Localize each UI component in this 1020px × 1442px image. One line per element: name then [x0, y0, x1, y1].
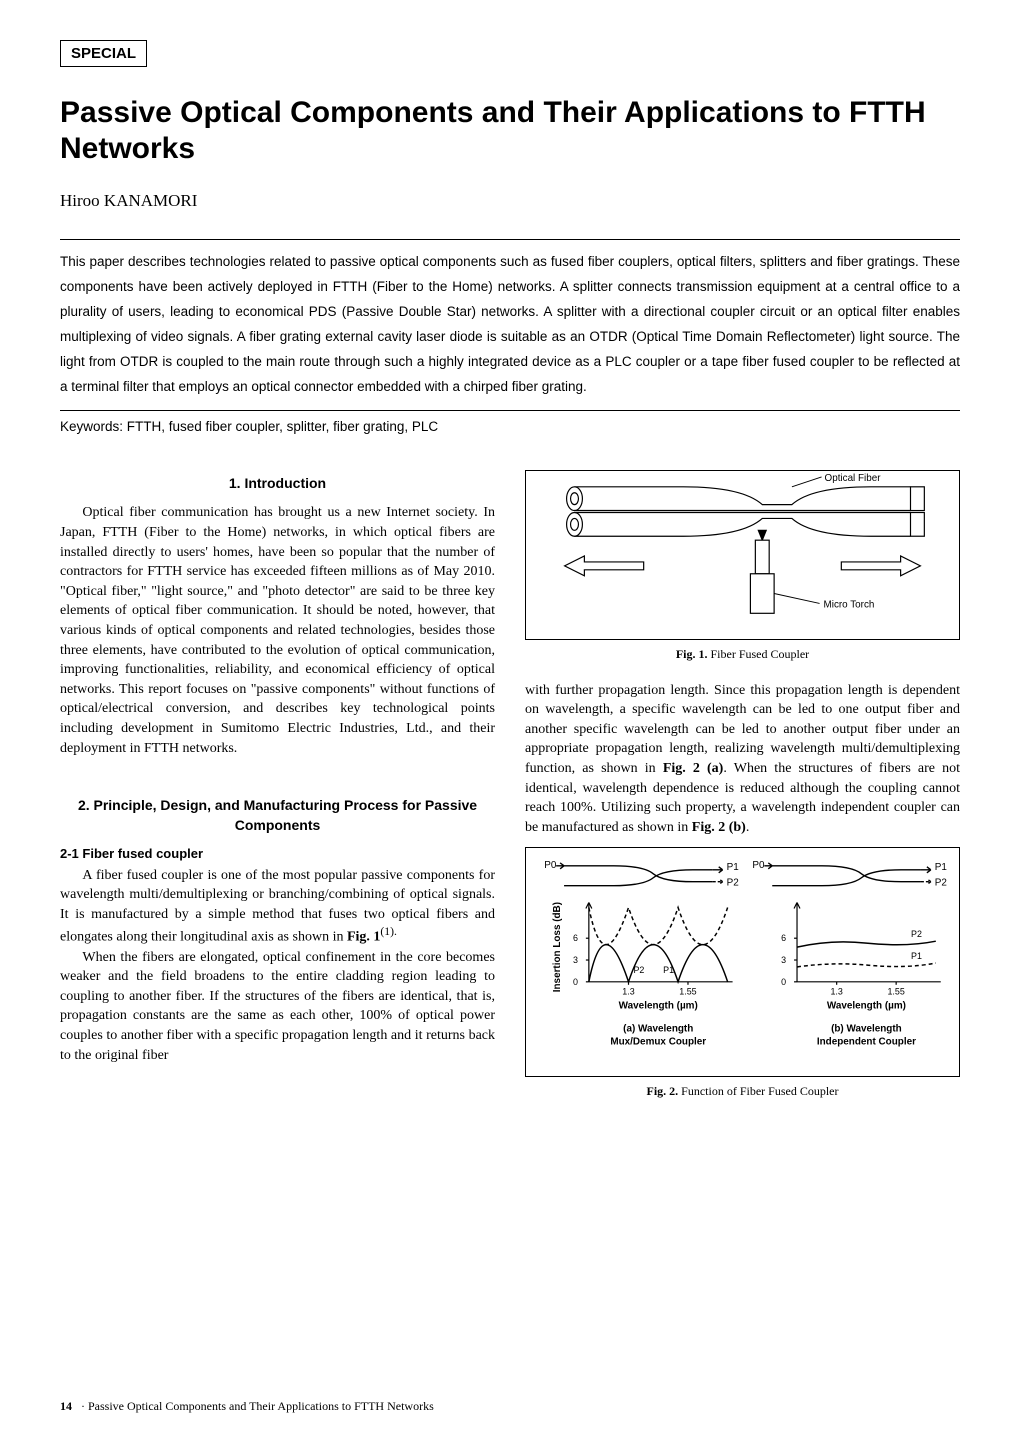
- section2-title: 2. Principle, Design, and Manufacturing …: [60, 796, 495, 835]
- running-title: Passive Optical Components and Their App…: [88, 1399, 434, 1413]
- fig1-caption-label: Fig. 1.: [676, 647, 708, 661]
- subsection21-para2: When the fibers are elongated, optical c…: [60, 948, 495, 1066]
- fig2-caption: Fig. 2. Function of Fiber Fused Coupler: [525, 1083, 960, 1100]
- fig2b-series-p1: P1: [911, 951, 922, 961]
- fig2b-series-p2: P2: [911, 930, 922, 940]
- fig2a-sub2: Mux/Demux Coupler: [610, 1037, 706, 1048]
- body-columns: 1. Introduction Optical fiber communicat…: [60, 470, 960, 1100]
- fig2a-y0: 0: [573, 977, 578, 987]
- cite-1: (1).: [380, 925, 397, 938]
- fig2a-sub1: (a) Wavelength: [623, 1024, 693, 1035]
- fig2b-y0: 0: [781, 977, 786, 987]
- subsection21-para1: A fiber fused coupler is one of the most…: [60, 866, 495, 948]
- fig2a-p2: P2: [727, 878, 740, 889]
- fig2b-p0: P0: [752, 860, 765, 871]
- section1-para: Optical fiber communication has brought …: [60, 503, 495, 758]
- special-tag: SPECIAL: [60, 40, 147, 67]
- fig1-caption: Fig. 1. Fiber Fused Coupler: [525, 646, 960, 663]
- fig2b-y1: 3: [781, 955, 786, 965]
- fig2a-series-p2: P2: [633, 965, 644, 975]
- author-surname: KANAMORI: [104, 191, 198, 210]
- footer-sep: ·: [78, 1399, 88, 1413]
- footer: 14 · Passive Optical Components and Thei…: [60, 1399, 434, 1414]
- fig2a-p0: P0: [544, 860, 557, 871]
- keywords-line: Keywords: FTTH, fused fiber coupler, spl…: [60, 411, 960, 434]
- fig2b-p2: P2: [935, 878, 948, 889]
- fig2b-sub1: (b) Wavelength: [831, 1024, 902, 1035]
- fig2-svg: P0 P1 P2 P2: [526, 848, 959, 1076]
- fig1-svg: Optical Fiber Micro Torch: [526, 471, 959, 639]
- paper-title: Passive Optical Components and Their App…: [60, 95, 960, 167]
- author-first: Hiroo: [60, 191, 104, 210]
- fig2a-ylabel: Insertion Loss (dB): [552, 902, 563, 992]
- fig2a-p1: P1: [727, 862, 740, 873]
- abstract-text: This paper describes technologies relate…: [60, 240, 960, 410]
- author-line: Hiroo KANAMORI: [60, 191, 960, 211]
- figure-2: P0 P1 P2 P2: [525, 847, 960, 1077]
- fig1-label-torch: Micro Torch: [824, 599, 875, 610]
- fig2b-ref: Fig. 2 (b): [692, 820, 746, 835]
- fig2a-xlabel: Wavelength (µm): [619, 1001, 698, 1012]
- right-column: Optical Fiber Micro Torch Fig. 1. Fiber …: [525, 470, 960, 1100]
- left-column: 1. Introduction Optical fiber communicat…: [60, 470, 495, 1100]
- para1-text-a: A fiber fused coupler is one of the most…: [60, 868, 495, 945]
- fig2b-x0: 1.3: [830, 987, 842, 997]
- fig2a-series-p1: P1: [663, 965, 674, 975]
- page-number: 14: [60, 1399, 72, 1413]
- fig2b-x1: 1.55: [887, 987, 904, 997]
- fig1-ref: Fig. 1: [347, 930, 380, 945]
- figure-1: Optical Fiber Micro Torch: [525, 470, 960, 640]
- fig2a-y2: 6: [573, 934, 578, 944]
- fig2-caption-label: Fig. 2.: [647, 1084, 679, 1098]
- subsection21-title: 2-1 Fiber fused coupler: [60, 845, 495, 863]
- fig1-label-fiber: Optical Fiber: [825, 473, 882, 484]
- fig2b-p1: P1: [935, 862, 948, 873]
- fig2b-y2: 6: [781, 934, 786, 944]
- col2-para1: with further propagation length. Since t…: [525, 681, 960, 838]
- fig2a-x0: 1.3: [622, 987, 634, 997]
- fig1-caption-text: Fiber Fused Coupler: [708, 647, 810, 661]
- fig2a-y1: 3: [573, 955, 578, 965]
- fig2b-sub2: Independent Coupler: [817, 1037, 916, 1048]
- col2-text-c: .: [746, 820, 750, 835]
- section1-title: 1. Introduction: [60, 474, 495, 494]
- fig2b-xlabel: Wavelength (µm): [827, 1001, 906, 1012]
- fig2-caption-text: Function of Fiber Fused Coupler: [678, 1084, 838, 1098]
- fig2a-x1: 1.55: [679, 987, 696, 997]
- fig2a-ref: Fig. 2 (a): [663, 761, 724, 776]
